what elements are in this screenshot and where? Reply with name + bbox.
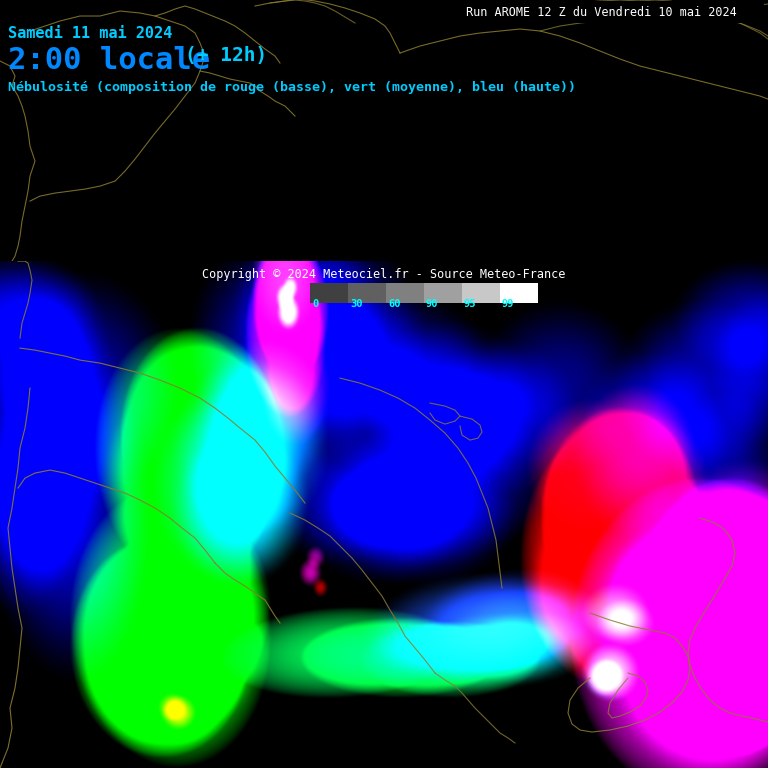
Bar	[438, 1, 764, 23]
Text: 0: 0	[312, 299, 318, 309]
Text: Nébulosité (composition de rouge (basse), vert (moyenne), bleu (haute)): Nébulosité (composition de rouge (basse)…	[8, 81, 576, 94]
Text: Copyright © 2024 Meteociel.fr - Source Meteo-France: Copyright © 2024 Meteociel.fr - Source M…	[202, 268, 566, 281]
Text: Run AROME 12 Z du Vendredi 10 mai 2024: Run AROME 12 Z du Vendredi 10 mai 2024	[465, 5, 737, 18]
Text: 95: 95	[464, 299, 476, 309]
Bar	[424, 283, 462, 303]
Bar	[386, 283, 424, 303]
Bar	[310, 283, 348, 303]
Text: 60: 60	[388, 299, 400, 309]
Text: 2:00 locale: 2:00 locale	[8, 46, 210, 75]
Text: 99: 99	[502, 299, 515, 309]
Text: 90: 90	[426, 299, 439, 309]
Text: 30: 30	[350, 299, 362, 309]
Text: Samedi 11 mai 2024: Samedi 11 mai 2024	[8, 26, 172, 41]
Bar	[348, 283, 386, 303]
Bar	[500, 283, 538, 303]
Text: (+ 12h): (+ 12h)	[185, 46, 267, 65]
Bar	[462, 283, 500, 303]
